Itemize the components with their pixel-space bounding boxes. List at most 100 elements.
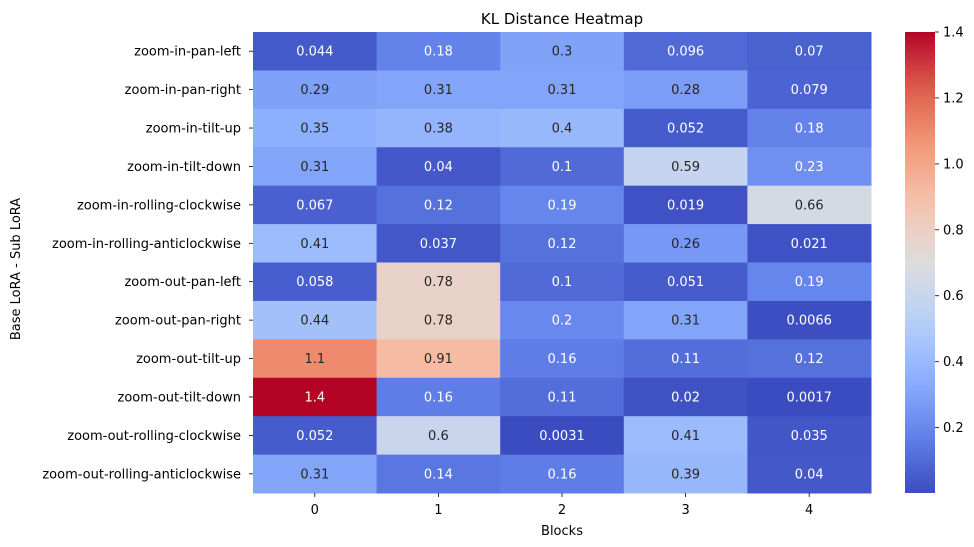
- heatmap-cell: [253, 32, 378, 71]
- heatmap-cell: [500, 147, 625, 187]
- y-axis: zoom-in-pan-left zoom-in-pan-right zoom-in…: [42, 45, 253, 482]
- colorbar-tick-label: 1.2: [943, 91, 964, 106]
- heatmap-cell: [500, 300, 625, 340]
- cell-value-label: 0.38: [424, 122, 453, 137]
- heatmap-cell: [500, 185, 625, 225]
- heatmap-cell: [623, 377, 748, 417]
- cell-value-label: 0.067: [296, 198, 333, 213]
- y-tick-label: zoom-in-rolling-anticlockwise: [52, 237, 241, 252]
- heatmap-cells: [253, 32, 872, 494]
- cell-value-label: 0.4: [552, 122, 573, 137]
- heatmap-cell: [623, 300, 748, 340]
- heatmap-cell: [500, 454, 625, 494]
- cell-value-label: 0.31: [424, 83, 453, 98]
- cell-value-label: 0.18: [424, 45, 453, 60]
- heatmap-cell: [747, 300, 872, 340]
- heatmap-cell: [500, 32, 625, 71]
- cell-value-label: 0.41: [671, 429, 700, 444]
- y-axis-label: Base LoRA - Sub LoRA: [9, 198, 24, 340]
- y-tick-label: zoom-in-pan-right: [125, 83, 241, 98]
- heatmap-cell: [253, 454, 378, 494]
- cell-value-label: 0.31: [671, 314, 700, 329]
- cell-value-label: 0.096: [667, 45, 704, 60]
- colorbar-tick-label: 1.0: [943, 157, 964, 172]
- heatmap-cell: [253, 416, 378, 456]
- heatmap-cell-labels: 0.044 0.18 0.3 0.096 0.07 0.29 0.31 0.31 0.28 0.0…: [296, 45, 832, 483]
- heatmap-cell: [500, 262, 625, 302]
- colorbar: [905, 32, 935, 493]
- heatmap-cell: [500, 70, 625, 110]
- cell-value-label: 0.04: [424, 160, 453, 175]
- x-axis: 0 1 2 3 4: [311, 493, 813, 518]
- cell-value-label: 0.052: [667, 122, 704, 137]
- heatmap-cell: [376, 32, 501, 71]
- cell-value-label: 0.78: [424, 314, 453, 329]
- colorbar-tick-label: 0.2: [943, 421, 964, 436]
- x-tick-label: 0: [311, 503, 319, 518]
- heatmap-cell: [623, 70, 748, 110]
- cell-value-label: 0.44: [300, 314, 329, 329]
- y-tick-label: zoom-out-rolling-clockwise: [67, 429, 241, 444]
- y-tick-label: zoom-out-tilt-down: [118, 390, 242, 405]
- cell-value-label: 1.4: [304, 390, 325, 405]
- cell-value-label: 0.021: [791, 237, 828, 252]
- y-tick-label: zoom-out-rolling-anticlockwise: [42, 467, 241, 482]
- heatmap-cell: [376, 300, 501, 340]
- cell-value-label: 0.31: [300, 160, 329, 175]
- heatmap-cell: [623, 147, 748, 187]
- cell-value-label: 0.29: [300, 83, 329, 98]
- cell-value-label: 0.16: [548, 352, 577, 367]
- cell-value-label: 0.051: [667, 275, 704, 290]
- colorbar-tick-label: 0.6: [943, 289, 964, 304]
- heatmap-cell: [747, 377, 872, 417]
- cell-value-label: 0.19: [548, 198, 577, 213]
- chart-title: KL Distance Heatmap: [481, 10, 643, 28]
- cell-value-label: 0.23: [795, 160, 824, 175]
- heatmap-cell: [623, 32, 748, 71]
- cell-value-label: 0.04: [795, 467, 824, 482]
- heatmap-cell: [747, 32, 872, 71]
- cell-value-label: 0.1: [552, 160, 573, 175]
- heatmap-cell: [747, 454, 872, 494]
- heatmap-cell: [253, 185, 378, 225]
- heatmap-cell: [253, 108, 378, 148]
- x-axis-label: Blocks: [541, 524, 583, 539]
- y-tick-label: zoom-in-pan-left: [134, 45, 241, 60]
- y-tick-label: zoom-out-pan-right: [115, 314, 241, 329]
- x-tick-label: 3: [681, 503, 689, 518]
- cell-value-label: 0.058: [296, 275, 333, 290]
- cell-value-label: 0.019: [667, 198, 704, 213]
- heatmap-cell: [500, 416, 625, 456]
- heatmap-cell: [376, 339, 501, 379]
- x-tick-label: 4: [805, 503, 813, 518]
- heatmap-cell: [623, 339, 748, 379]
- heatmap-cell: [376, 262, 501, 302]
- y-tick-label: zoom-in-tilt-up: [146, 122, 241, 137]
- heatmap-cell: [376, 185, 501, 225]
- cell-value-label: 0.16: [424, 390, 453, 405]
- cell-value-label: 0.19: [795, 275, 824, 290]
- cell-value-label: 0.6: [428, 429, 449, 444]
- heatmap-cell: [747, 185, 872, 225]
- y-tick-label: zoom-out-pan-left: [124, 275, 241, 290]
- cell-value-label: 0.079: [791, 83, 828, 98]
- heatmap-cell: [253, 300, 378, 340]
- cell-value-label: 1.1: [304, 352, 325, 367]
- heatmap-cell: [253, 262, 378, 302]
- cell-value-label: 0.66: [795, 198, 824, 213]
- heatmap-cell: [747, 70, 872, 110]
- heatmap-cell: [747, 339, 872, 379]
- heatmap-cell: [747, 108, 872, 148]
- heatmap-cell: [623, 224, 748, 263]
- heatmap-cell: [253, 147, 378, 187]
- cell-value-label: 0.31: [548, 83, 577, 98]
- heatmap-cell: [253, 377, 378, 417]
- y-tick-label: zoom-out-tilt-up: [136, 352, 241, 367]
- colorbar-ticks: 0.2 0.4 0.6 0.8 1.0 1.2 1.4: [935, 26, 964, 436]
- x-tick-label: 2: [558, 503, 566, 518]
- heatmap-cell: [747, 262, 872, 302]
- heatmap-cell: [376, 70, 501, 110]
- heatmap-cell: [376, 108, 501, 148]
- cell-value-label: 0.26: [671, 237, 700, 252]
